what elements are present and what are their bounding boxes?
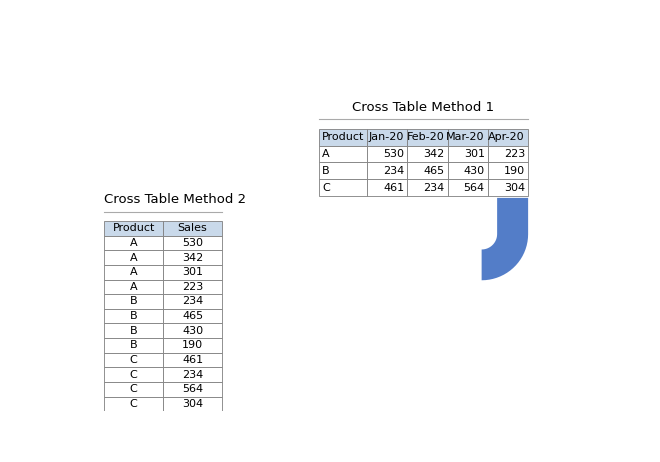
Bar bbox=[367, 128, 407, 146]
Bar bbox=[104, 221, 163, 236]
Bar bbox=[447, 128, 488, 146]
Text: 190: 190 bbox=[504, 166, 525, 176]
Text: 190: 190 bbox=[182, 340, 203, 350]
Text: C: C bbox=[130, 384, 137, 394]
Text: 461: 461 bbox=[182, 355, 203, 365]
Text: Product: Product bbox=[322, 132, 364, 142]
Text: 223: 223 bbox=[182, 282, 203, 292]
Text: 304: 304 bbox=[504, 183, 525, 193]
Text: 342: 342 bbox=[182, 253, 203, 262]
Bar bbox=[407, 179, 447, 196]
Bar bbox=[163, 396, 222, 411]
Bar bbox=[163, 265, 222, 280]
Bar bbox=[407, 146, 447, 163]
Text: Product: Product bbox=[112, 223, 155, 233]
Text: 234: 234 bbox=[423, 183, 444, 193]
Bar bbox=[488, 163, 528, 179]
Polygon shape bbox=[243, 198, 528, 292]
Text: C: C bbox=[130, 370, 137, 380]
Text: 342: 342 bbox=[423, 149, 444, 159]
Text: B: B bbox=[130, 340, 137, 350]
Bar bbox=[163, 338, 222, 353]
Bar bbox=[488, 128, 528, 146]
Text: 530: 530 bbox=[383, 149, 404, 159]
Bar bbox=[104, 294, 163, 309]
Bar bbox=[104, 309, 163, 323]
Text: 234: 234 bbox=[383, 166, 404, 176]
Text: Feb-20: Feb-20 bbox=[407, 132, 444, 142]
Text: Apr-20: Apr-20 bbox=[488, 132, 525, 142]
Text: 234: 234 bbox=[182, 370, 203, 380]
Text: Jan-20: Jan-20 bbox=[369, 132, 404, 142]
Bar bbox=[163, 236, 222, 250]
Text: B: B bbox=[322, 166, 329, 176]
Bar bbox=[104, 382, 163, 396]
Text: 430: 430 bbox=[463, 166, 484, 176]
Text: A: A bbox=[130, 267, 137, 277]
Bar bbox=[163, 250, 222, 265]
Text: C: C bbox=[130, 355, 137, 365]
Text: 465: 465 bbox=[423, 166, 444, 176]
Bar bbox=[367, 163, 407, 179]
Bar bbox=[163, 294, 222, 309]
Bar bbox=[447, 146, 488, 163]
Bar bbox=[104, 338, 163, 353]
Text: 301: 301 bbox=[182, 267, 203, 277]
Text: Mar-20: Mar-20 bbox=[446, 132, 484, 142]
Text: 465: 465 bbox=[182, 311, 203, 321]
Bar bbox=[163, 367, 222, 382]
Text: Sales: Sales bbox=[178, 223, 207, 233]
Bar bbox=[163, 309, 222, 323]
Text: B: B bbox=[130, 311, 137, 321]
Bar bbox=[407, 128, 447, 146]
Text: A: A bbox=[130, 238, 137, 248]
Text: C: C bbox=[322, 183, 330, 193]
Bar bbox=[104, 396, 163, 411]
Text: A: A bbox=[130, 282, 137, 292]
Text: 564: 564 bbox=[463, 183, 484, 193]
Text: 223: 223 bbox=[504, 149, 525, 159]
Bar bbox=[367, 179, 407, 196]
Bar bbox=[104, 250, 163, 265]
Text: 234: 234 bbox=[182, 297, 203, 306]
Text: A: A bbox=[322, 149, 329, 159]
Text: 430: 430 bbox=[182, 326, 203, 336]
Text: B: B bbox=[130, 326, 137, 336]
Bar bbox=[104, 280, 163, 294]
Bar bbox=[407, 163, 447, 179]
Text: Cross Table Method 2: Cross Table Method 2 bbox=[104, 193, 246, 206]
Bar bbox=[163, 221, 222, 236]
Text: A: A bbox=[130, 253, 137, 262]
Bar bbox=[488, 146, 528, 163]
Bar bbox=[163, 353, 222, 367]
Bar bbox=[104, 323, 163, 338]
Text: C: C bbox=[130, 399, 137, 409]
Bar bbox=[447, 163, 488, 179]
Text: B: B bbox=[130, 297, 137, 306]
Bar bbox=[104, 353, 163, 367]
Bar bbox=[367, 146, 407, 163]
Text: 564: 564 bbox=[182, 384, 203, 394]
Bar bbox=[163, 280, 222, 294]
Text: 304: 304 bbox=[182, 399, 203, 409]
Text: 461: 461 bbox=[383, 183, 404, 193]
Text: Cross Table Method 1: Cross Table Method 1 bbox=[352, 101, 494, 114]
Bar bbox=[104, 236, 163, 250]
Bar bbox=[319, 179, 367, 196]
Bar bbox=[319, 146, 367, 163]
Bar bbox=[447, 179, 488, 196]
Bar bbox=[163, 323, 222, 338]
Bar bbox=[104, 367, 163, 382]
Bar bbox=[319, 128, 367, 146]
Bar bbox=[104, 265, 163, 280]
Bar bbox=[488, 179, 528, 196]
Bar bbox=[163, 382, 222, 396]
Bar bbox=[319, 163, 367, 179]
Text: 301: 301 bbox=[464, 149, 484, 159]
Text: 530: 530 bbox=[182, 238, 203, 248]
